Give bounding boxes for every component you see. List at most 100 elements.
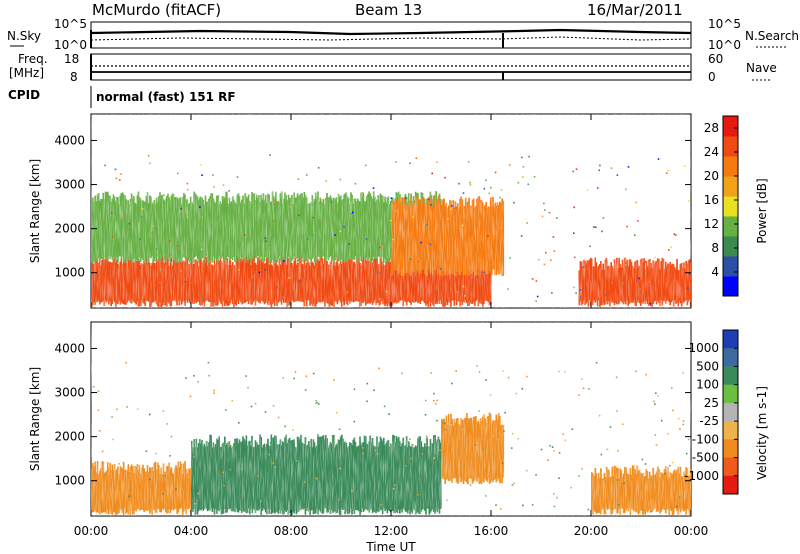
power-echo-speck [297, 178, 300, 180]
velocity-echo-speck [185, 477, 188, 480]
velocity-echo-speck [456, 456, 459, 458]
velocity-echo-speck [265, 481, 267, 484]
power-echo-speck [533, 176, 536, 178]
power-echo-speck [412, 215, 414, 218]
velocity-echo-speck [452, 457, 454, 459]
x-tick-label: 12:00 [374, 524, 409, 538]
power-echo-speck [467, 161, 470, 163]
x-tick-label: 00:00 [74, 524, 109, 538]
velocity-echo-speck [353, 388, 356, 391]
power-echo-speck [417, 261, 420, 263]
power-echo-speck [269, 154, 271, 156]
velocity-echo-speck [343, 463, 345, 465]
velocity-echo-speck [623, 482, 626, 484]
velocity-echo-speck [676, 505, 678, 508]
velocity-echo-speck [272, 462, 274, 464]
power-echo-speck [604, 294, 607, 296]
velocity-echo-speck [628, 500, 630, 502]
power-echo-speck [527, 183, 530, 186]
velocity-echo-speck [600, 453, 603, 456]
velocity-echo-speck [540, 448, 543, 451]
power-echo-speck [297, 261, 299, 263]
velocity-echo-speck [383, 405, 386, 408]
power-echo-speck [427, 198, 430, 201]
power-echo-speck [573, 256, 576, 259]
velocity-echo-speck [478, 410, 480, 412]
power-echo-speck [422, 252, 425, 255]
power-echo-speck [187, 188, 189, 191]
nsky-trace [90, 28, 692, 36]
velocity-echo-speck [121, 497, 123, 499]
power-echo-speck [638, 277, 640, 280]
velocity-colorbar-cell [723, 457, 738, 477]
power-echo-speck [416, 273, 419, 275]
power-echo-speck [390, 197, 393, 200]
velocity-echo-speck [682, 423, 684, 426]
velocity-echo-speck [335, 411, 338, 414]
velocity-echo-speck [207, 361, 210, 364]
power-echo-speck [440, 268, 442, 270]
velocity-echo-speck [145, 450, 148, 452]
velocity-echo-speck [322, 440, 325, 443]
power-echo-speck [500, 227, 502, 229]
power-echo-speck [350, 213, 352, 215]
power-echo-speck [339, 178, 342, 181]
power-colorbar-cell [723, 216, 738, 237]
power-ylabel: Slant Range [km] [28, 159, 42, 263]
power-echo-speck [553, 250, 556, 252]
velocity-echo-speck [551, 446, 554, 448]
power-echo-speck [282, 296, 284, 299]
velocity-echo-speck [272, 405, 275, 407]
power-colorbar-cell [723, 276, 738, 297]
power-echo-speck [668, 249, 670, 251]
velocity-echo-speck [522, 504, 524, 507]
velocity-echo-strip [502, 425, 505, 478]
velocity-echo-speck [338, 428, 341, 431]
velocity-echo-speck [474, 444, 477, 446]
velocity-echo-speck [645, 373, 647, 376]
velocity-echo-speck [189, 395, 192, 398]
power-echo-speck [273, 201, 276, 203]
power-echo-speck [339, 230, 342, 233]
power-echo-speck [180, 207, 182, 210]
velocity-echo-speck [173, 484, 175, 486]
power-echo-speck [545, 251, 547, 254]
power-echo-speck [456, 291, 459, 293]
power-echo-speck [169, 240, 171, 242]
velocity-echo-speck [243, 466, 245, 469]
power-echo-speck [348, 243, 350, 245]
power-echo-speck [643, 272, 646, 274]
velocity-colorbar-cell [723, 439, 738, 458]
velocity-echo-speck [521, 387, 524, 390]
velocity-colorbar-cell [723, 421, 738, 440]
power-echo-speck [128, 222, 130, 225]
power-echo-speck [317, 167, 320, 169]
y-tick-label: 3000 [54, 178, 85, 192]
velocity-echo-speck [678, 496, 681, 499]
nave-label: Nave [746, 61, 777, 75]
velocity-echo-speck [686, 452, 688, 455]
velocity-echo-speck [435, 465, 437, 467]
velocity-echo-speck [478, 371, 481, 373]
power-echo-speck [535, 280, 538, 282]
power-echo-speck [306, 238, 309, 240]
velocity-echo-speck [162, 493, 164, 495]
velocity-colorbar-tick: -1000 [684, 469, 719, 483]
velocity-echo-speck [655, 392, 657, 394]
velocity-echo-speck [315, 400, 317, 402]
velocity-echo-speck [185, 377, 187, 379]
power-echo-speck [321, 199, 323, 201]
velocity-echo-speck [637, 473, 639, 475]
power-echo-speck [405, 197, 407, 199]
velocity-echo-speck [118, 463, 120, 465]
power-echo-speck [610, 282, 613, 284]
velocity-echo-speck [254, 402, 257, 405]
power-echo-speck [334, 234, 336, 236]
velocity-echo-speck [462, 428, 464, 431]
power-echo-speck [535, 300, 537, 302]
power-echo-speck [687, 200, 690, 202]
velocity-echo-speck [456, 474, 459, 477]
velocity-echo-speck [654, 403, 656, 405]
velocity-echo-speck [366, 382, 369, 385]
velocity-echo-speck [616, 479, 618, 481]
